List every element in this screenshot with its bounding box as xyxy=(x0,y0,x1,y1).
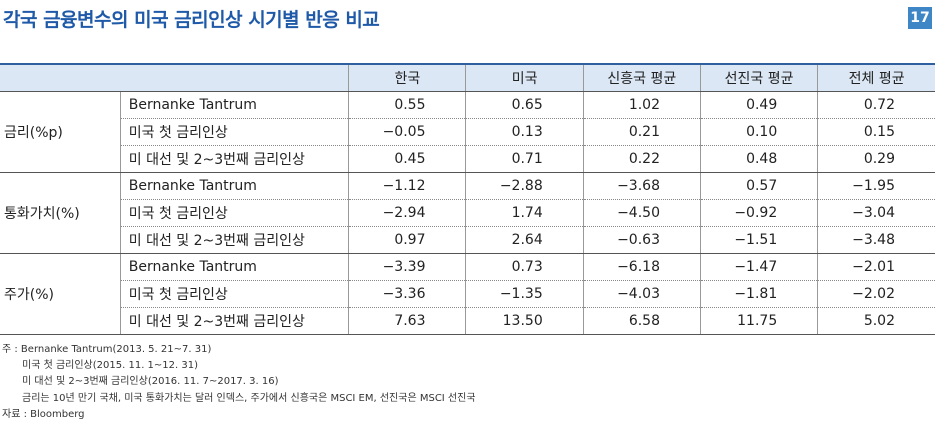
value-cell: 0.55 xyxy=(348,91,466,119)
source-line: 자료 : Bloomberg xyxy=(2,408,85,420)
value-cell: −2.02 xyxy=(817,280,935,308)
value-cell: −3.39 xyxy=(348,253,466,281)
column-header: 한국 xyxy=(348,63,466,92)
value-cell: −3.68 xyxy=(582,172,701,200)
row-label: Bernanke Tantrum xyxy=(120,253,349,281)
value-cell: −3.48 xyxy=(817,226,935,254)
note-line: 미 대선 및 2~3번째 금리인상(2016. 11. 7~2017. 3. 1… xyxy=(22,376,279,388)
table-row: 통화가치(%) Bernanke Tantrum −1.12 −2.88 −3.… xyxy=(0,172,935,254)
value-cell: 0.29 xyxy=(817,145,935,173)
value-cell: 6.58 xyxy=(582,307,701,335)
value-cell: −2.88 xyxy=(465,172,584,200)
value-cell: 0.72 xyxy=(817,91,935,119)
column-header: 선진국 평균 xyxy=(699,63,818,92)
value-cell: 0.71 xyxy=(465,145,584,173)
value-cell: −4.50 xyxy=(582,199,701,227)
row-label: 미 대선 및 2~3번째 금리인상 xyxy=(120,307,349,335)
value-cell: −3.36 xyxy=(348,280,466,308)
value-cell: 0.45 xyxy=(348,145,466,173)
row-label: 미 대선 및 2~3번째 금리인상 xyxy=(120,226,349,254)
value-cell: 7.63 xyxy=(348,307,466,335)
value-cell: 0.97 xyxy=(348,226,466,254)
value-cell: 13.50 xyxy=(465,307,584,335)
row-label: 미국 첫 금리인상 xyxy=(120,280,349,308)
value-cell: 0.48 xyxy=(699,145,818,173)
table-row: 미 대선 및 2~3번째 금리인상 7.63 13.50 6.58 11.75 … xyxy=(0,307,935,335)
column-header: 신흥국 평균 xyxy=(582,63,701,92)
value-cell: 0.21 xyxy=(582,118,701,146)
value-cell: −1.35 xyxy=(465,280,584,308)
value-cell: 0.13 xyxy=(465,118,584,146)
value-cell: −1.81 xyxy=(699,280,818,308)
value-cell: 0.73 xyxy=(465,253,584,281)
group-label: 통화가치(%) xyxy=(0,172,121,254)
value-cell: −1.51 xyxy=(699,226,818,254)
value-cell: 11.75 xyxy=(699,307,818,335)
value-cell: −2.94 xyxy=(348,199,466,227)
group-label: 주가(%) xyxy=(0,253,121,335)
value-cell: 0.49 xyxy=(699,91,818,119)
comparison-table: 한국 미국 신흥국 평균 선진국 평균 전체 평균 금리(%p) Bernank… xyxy=(0,63,935,335)
value-cell: 0.65 xyxy=(465,91,584,119)
value-cell: −4.03 xyxy=(582,280,701,308)
value-cell: 0.15 xyxy=(817,118,935,146)
row-label: 미 대선 및 2~3번째 금리인상 xyxy=(120,145,349,173)
value-cell: −6.18 xyxy=(582,253,701,281)
value-cell: −1.47 xyxy=(699,253,818,281)
table-row: 미국 첫 금리인상 −3.36 −1.35 −4.03 −1.81 −2.02 xyxy=(0,280,935,308)
note-line: 주 : Bernanke Tantrum(2013. 5. 21~7. 31) xyxy=(2,344,212,355)
group-label: 금리(%p) xyxy=(0,91,121,173)
note-line: 금리는 10년 만기 국채, 미국 통화가치는 달러 인덱스, 주가에서 신흥국… xyxy=(22,392,476,404)
header-blank-cell xyxy=(0,63,349,92)
value-cell: −2.01 xyxy=(817,253,935,281)
row-label: Bernanke Tantrum xyxy=(120,91,349,119)
note-line: 미국 첫 금리인상(2015. 11. 1~12. 31) xyxy=(22,360,198,372)
value-cell: −1.95 xyxy=(817,172,935,200)
value-cell: 5.02 xyxy=(817,307,935,335)
column-header: 미국 xyxy=(465,63,584,92)
row-label: Bernanke Tantrum xyxy=(120,172,349,200)
page-number-badge: 17 xyxy=(908,7,932,29)
table-row: 미 대선 및 2~3번째 금리인상 0.45 0.71 0.22 0.48 0.… xyxy=(0,145,935,173)
table-row: 미국 첫 금리인상 −2.94 1.74 −4.50 −0.92 −3.04 xyxy=(0,199,935,227)
value-cell: −0.63 xyxy=(582,226,701,254)
row-label: 미국 첫 금리인상 xyxy=(120,199,349,227)
column-header: 전체 평균 xyxy=(817,63,935,92)
value-cell: 0.10 xyxy=(699,118,818,146)
value-cell: −0.92 xyxy=(699,199,818,227)
value-cell: −3.04 xyxy=(817,199,935,227)
value-cell: −0.05 xyxy=(348,118,466,146)
value-cell: 0.57 xyxy=(699,172,818,200)
row-label: 미국 첫 금리인상 xyxy=(120,118,349,146)
value-cell: 1.02 xyxy=(582,91,701,119)
table-row: 주가(%) Bernanke Tantrum −3.39 0.73 −6.18 … xyxy=(0,253,935,335)
page-title: 각국 금융변수의 미국 금리인상 시기별 반응 비교 xyxy=(3,9,380,31)
table-row: 미국 첫 금리인상 −0.05 0.13 0.21 0.10 0.15 xyxy=(0,118,935,146)
value-cell: 1.74 xyxy=(465,199,584,227)
value-cell: −1.12 xyxy=(348,172,466,200)
table-notes: 주 : Bernanke Tantrum(2013. 5. 21~7. 31) … xyxy=(2,342,476,423)
value-cell: 0.22 xyxy=(582,145,701,173)
table-row: 미 대선 및 2~3번째 금리인상 0.97 2.64 −0.63 −1.51 … xyxy=(0,226,935,254)
value-cell: 2.64 xyxy=(465,226,584,254)
table-row: 금리(%p) Bernanke Tantrum 0.55 0.65 1.02 0… xyxy=(0,91,935,173)
table-header-row: 한국 미국 신흥국 평균 선진국 평균 전체 평균 xyxy=(0,63,935,92)
